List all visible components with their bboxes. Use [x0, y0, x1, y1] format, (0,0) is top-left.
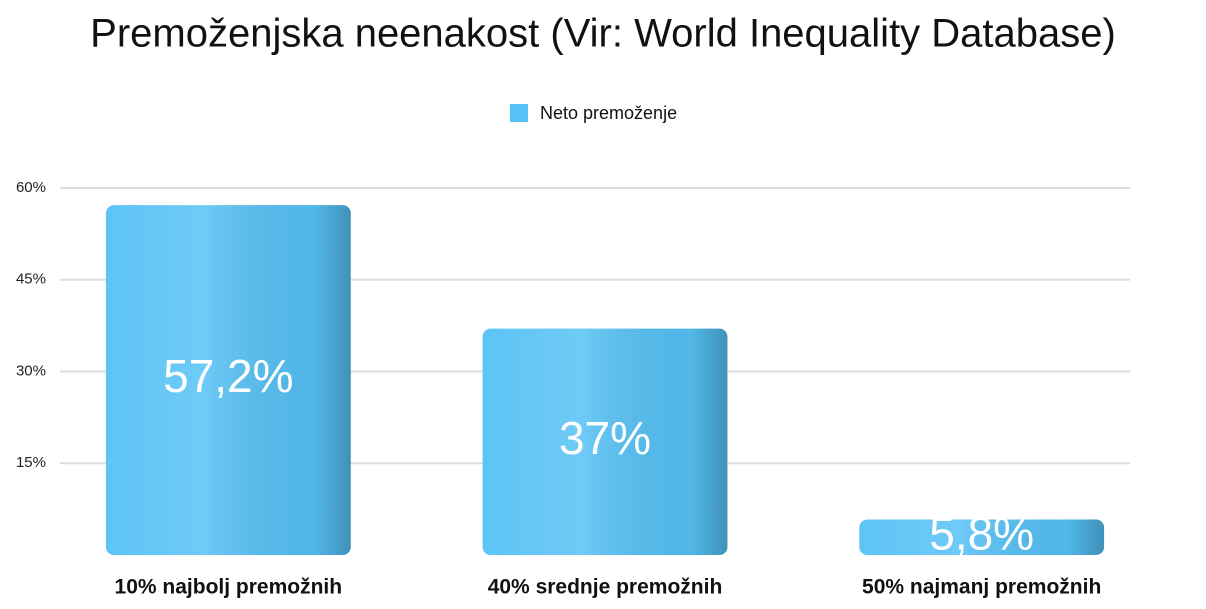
x-tick-label: 50% najmanj premožnih [862, 576, 1101, 599]
bar-shade [105, 205, 351, 556]
data-label: 37% [559, 412, 651, 464]
x-tick-label: 10% najbolj premožnih [115, 576, 343, 599]
legend-swatch [510, 104, 528, 122]
bar-shade [859, 519, 1105, 555]
bar-shade [482, 328, 728, 555]
data-label: 57,2% [163, 350, 293, 402]
chart-title: Premoženjska neenakost (Vir: World Inequ… [90, 12, 1116, 56]
y-tick-label: 60% [16, 179, 46, 196]
legend-label: Neto premoženje [540, 103, 677, 123]
y-tick-label: 45% [16, 271, 46, 288]
y-tick-label: 15% [16, 454, 46, 471]
data-label: 5,8% [929, 507, 1034, 559]
x-tick-label: 40% srednje premožnih [488, 576, 723, 599]
y-tick-label: 30% [16, 362, 46, 379]
